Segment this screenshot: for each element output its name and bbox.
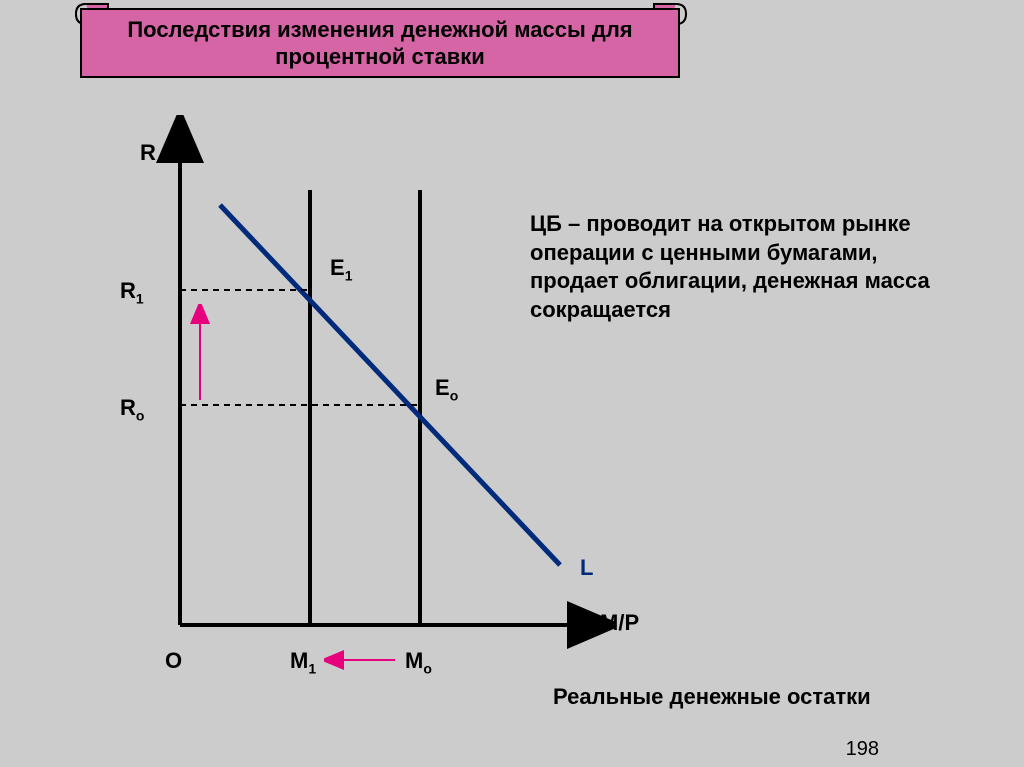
label-mp-axis: M/P [600,610,639,636]
label-origin: O [165,648,182,674]
label-l-curve: L [580,555,593,581]
label-m0: Mo [405,648,432,676]
economic-chart [0,0,1024,767]
caption-text: Реальные денежные остатки [553,684,871,710]
demand-line [220,205,560,565]
label-r0: Ro [120,395,144,423]
label-r-axis: R [140,140,156,166]
page-number: 198 [846,738,879,761]
label-m1: M1 [290,648,316,676]
explanation-text: ЦБ – проводит на открытом рынке операции… [530,210,970,324]
label-r1: R1 [120,278,144,306]
label-e1: E1 [330,255,352,283]
label-e0: Eo [435,375,458,403]
